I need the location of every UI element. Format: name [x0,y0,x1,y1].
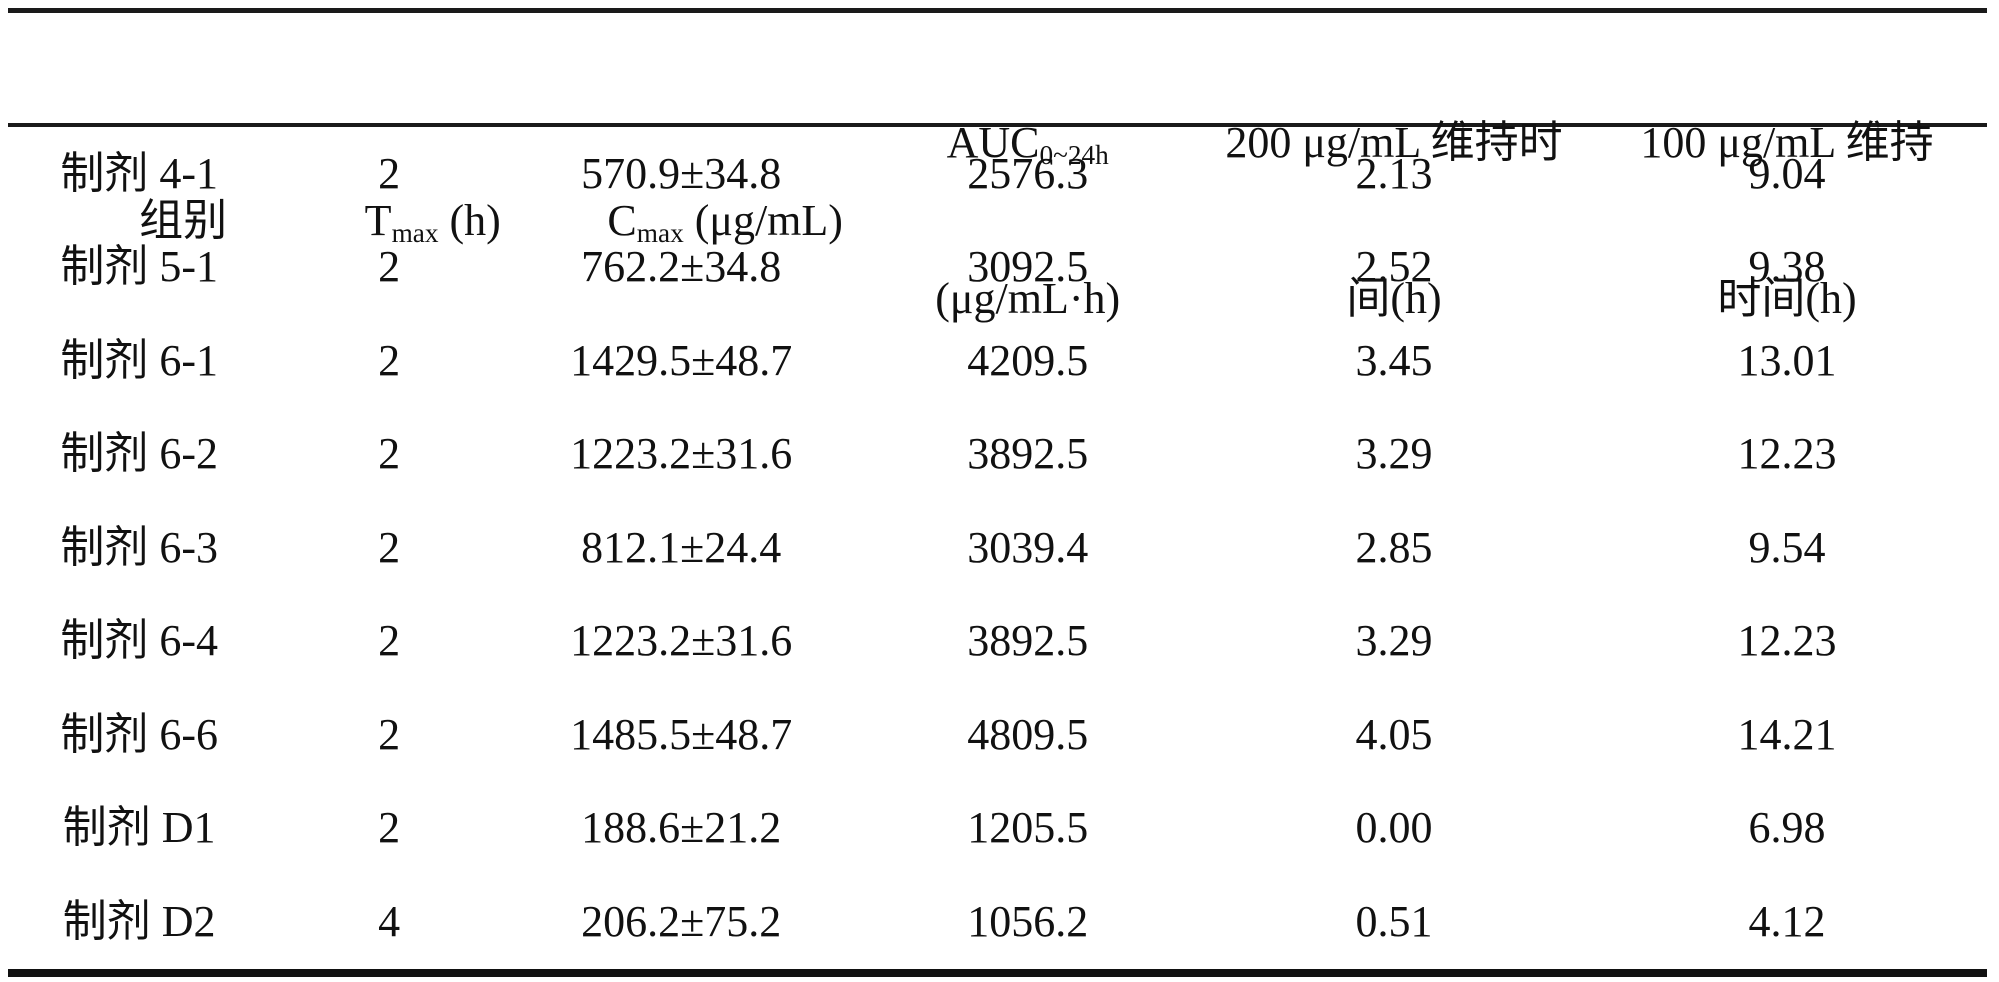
cell-hold-200: 3.29 [1355,616,1433,666]
cell-group: 制剂 6-3 [60,522,218,572]
header-group: 组别 [8,143,270,299]
table-row: 制剂 6-1 2 1429.5±48.7 4209.5 3.45 13.01 [8,314,1987,408]
cell-cmax: 762.2±34.8 [581,242,782,292]
table-row: 制剂 5-1 2 762.2±34.8 3092.5 2.52 9.38 [8,221,1987,315]
cell-hold-200: 0.51 [1355,896,1433,946]
cell-tmax: 2 [378,522,401,572]
cell-hold-100: 13.01 [1737,335,1837,385]
cell-cmax: 1429.5±48.7 [570,335,793,385]
table-row: 制剂 4-1 2 570.9±34.8 2576.3 2.13 9.04 [8,127,1987,221]
cell-group: 制剂 5-1 [60,242,218,292]
cell-auc: 4809.5 [967,709,1089,759]
cell-hold-200: 3.45 [1355,335,1433,385]
cell-group: 制剂 D2 [62,896,216,946]
cell-hold-100: 9.04 [1748,148,1826,198]
cell-cmax: 812.1±24.4 [581,522,782,572]
header-hold-100: 100 μg/mL 维持 时间(h) [1640,118,1934,323]
cell-tmax: 2 [378,242,401,292]
tmax-subscript: max [391,217,439,248]
header-auc-line2: (μg/mL·h) [935,274,1121,323]
pharmacokinetics-table: 组别 Tmax (h) Cmax (μg/mL) AUC0~24h (μg/mL… [8,8,1987,977]
cell-cmax: 188.6±21.2 [581,803,782,853]
cell-auc: 1205.5 [967,803,1089,853]
cmax-subscript: max [636,217,684,248]
cell-cmax: 1485.5±48.7 [570,709,793,759]
cell-hold-100: 4.12 [1748,896,1826,946]
cell-hold-100: 14.21 [1737,709,1837,759]
table-row: 制剂 6-4 2 1223.2±31.6 3892.5 3.29 12.23 [8,595,1987,689]
cell-group: 制剂 6-2 [60,429,218,479]
header-cmax: Cmax (μg/mL) [607,196,843,248]
cell-hold-200: 2.85 [1355,522,1433,572]
cell-auc: 3092.5 [967,242,1089,292]
cell-cmax: 206.2±75.2 [581,896,782,946]
table-row: 制剂 6-3 2 812.1±24.4 3039.4 2.85 9.54 [8,501,1987,595]
cell-auc: 3892.5 [967,616,1089,666]
cell-auc: 1056.2 [967,896,1089,946]
cell-tmax: 2 [378,335,401,385]
auc-subscript: 0~24h [1039,139,1109,170]
cell-hold-200: 2.52 [1355,242,1433,292]
cell-hold-100: 9.38 [1748,242,1826,292]
cell-group: 制剂 4-1 [60,148,218,198]
cell-hold-100: 9.54 [1748,522,1826,572]
header-auc-line1: AUC0~24h [946,118,1109,170]
table-row: 制剂 D2 4 206.2±75.2 1056.2 0.51 4.12 [8,875,1987,969]
cell-auc: 3892.5 [967,429,1089,479]
cell-cmax: 1223.2±31.6 [570,616,793,666]
header-group-label: 组别 [139,196,228,245]
cell-hold-100: 12.23 [1737,429,1837,479]
header-auc: AUC0~24h (μg/mL·h) [854,13,1201,429]
cell-group: 制剂 6-1 [60,335,218,385]
cell-group: 制剂 6-4 [60,616,218,666]
table-row: 制剂 6-6 2 1485.5±48.7 4809.5 4.05 14.21 [8,688,1987,782]
cell-hold-200: 0.00 [1355,803,1433,853]
cell-tmax: 2 [378,709,401,759]
header-hold-200: 200 μg/mL 维持时 间(h) [1225,118,1563,323]
cell-cmax: 570.9±34.8 [581,148,782,198]
cell-auc: 4209.5 [967,335,1089,385]
cell-auc: 2576.3 [967,148,1089,198]
cell-hold-100: 6.98 [1748,803,1826,853]
table-row: 制剂 D1 2 188.6±21.2 1205.5 0.00 6.98 [8,782,1987,876]
cell-hold-200: 2.13 [1355,148,1433,198]
cell-tmax: 2 [378,616,401,666]
cell-tmax: 2 [378,148,401,198]
cell-tmax: 4 [378,896,401,946]
cell-tmax: 2 [378,429,401,479]
table-header-row: 组别 Tmax (h) Cmax (μg/mL) AUC0~24h (μg/mL… [8,13,1987,323]
cell-cmax: 1223.2±31.6 [570,429,793,479]
header-tmax: Tmax (h) [364,196,501,248]
cell-group: 制剂 D1 [62,803,216,853]
cell-hold-200: 4.05 [1355,709,1433,759]
cell-hold-200: 3.29 [1355,429,1433,479]
cell-tmax: 2 [378,803,401,853]
cell-auc: 3039.4 [967,522,1089,572]
cell-group: 制剂 6-6 [60,709,218,759]
table-row: 制剂 6-2 2 1223.2±31.6 3892.5 3.29 12.23 [8,408,1987,502]
cell-hold-100: 12.23 [1737,616,1837,666]
